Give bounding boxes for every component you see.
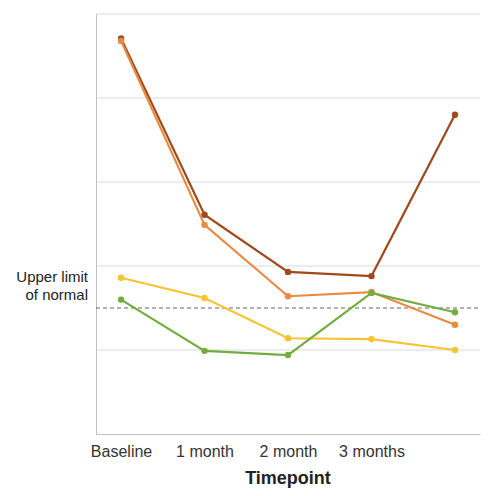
x-tick: 2 month — [260, 434, 318, 460]
grid-line — [96, 266, 480, 267]
series-point — [285, 352, 291, 358]
x-tick: Baseline — [91, 434, 152, 460]
series-point — [368, 336, 374, 342]
series-point — [118, 296, 124, 302]
reference-label: of normal — [25, 286, 88, 303]
grid-line — [96, 98, 480, 99]
series-group — [118, 35, 458, 358]
x-axis-line — [97, 434, 481, 435]
y-axis — [96, 15, 98, 435]
reference-label: Upper limit — [16, 268, 89, 285]
y-axis-line — [96, 15, 97, 435]
x-tick-label: 1 month — [176, 443, 234, 460]
series-point — [118, 275, 124, 281]
series-point — [368, 290, 374, 296]
x-tick: 3 months — [339, 434, 405, 460]
series-point — [452, 112, 458, 118]
series-point — [201, 212, 207, 218]
series-point — [201, 222, 207, 228]
series-line — [121, 38, 455, 276]
x-tick-label: 2 month — [260, 443, 318, 460]
reference-line — [96, 308, 480, 309]
series-point — [118, 38, 124, 44]
chart: Baseline 1 month 2 month 3 months Timepoint U… — [0, 0, 500, 496]
series-point — [285, 293, 291, 299]
plot: Baseline 1 month 2 month 3 months — [91, 14, 481, 460]
series-point — [285, 335, 291, 341]
grid-line — [96, 182, 480, 183]
series-point — [368, 289, 374, 295]
grid-line — [96, 350, 480, 351]
series-point — [452, 347, 458, 353]
x-axis-title: Timepoint — [245, 468, 331, 488]
series-point — [368, 273, 374, 279]
grid-line — [96, 14, 480, 15]
x-tick-label: Baseline — [91, 443, 152, 460]
x-axis: Baseline 1 month 2 month 3 months — [91, 434, 481, 460]
x-tick-label: 3 months — [339, 443, 405, 460]
series-line — [121, 41, 455, 325]
series-line — [121, 278, 455, 350]
series-point — [201, 295, 207, 301]
series-point — [452, 309, 458, 315]
x-tick: 1 month — [176, 434, 234, 460]
series-point — [201, 348, 207, 354]
grid — [96, 14, 480, 350]
series-point — [285, 269, 291, 275]
series-point — [452, 322, 458, 328]
series-line — [121, 293, 455, 355]
